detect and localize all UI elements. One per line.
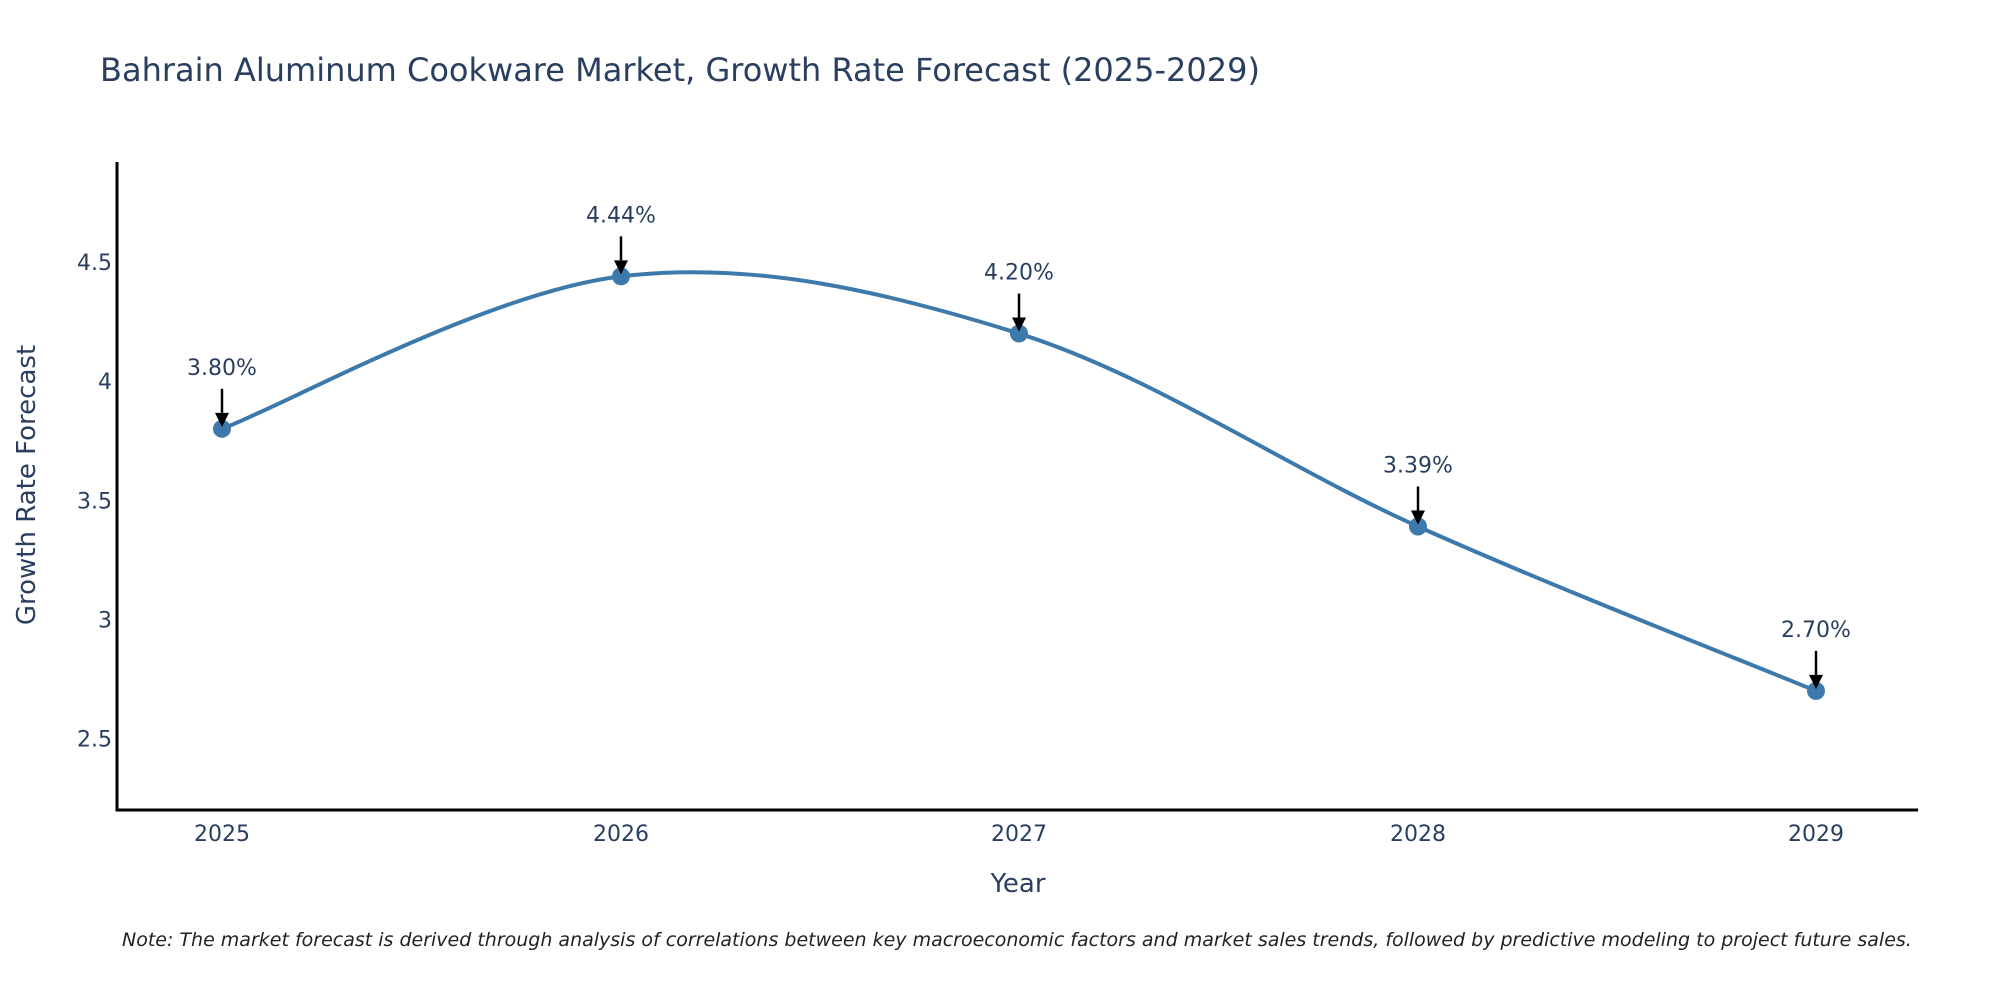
annotation-arrow-head (1012, 317, 1026, 332)
annotation-arrow-head (614, 260, 628, 275)
annotation-2027: 4.20% (984, 261, 1054, 332)
annotation-2025: 3.80% (187, 356, 257, 427)
axes: 2.5 3 3.5 4 4.5 2025 2026 2027 2028 2029 (77, 162, 1918, 847)
y-tick-label: 4.5 (77, 251, 112, 276)
annotation-2026: 4.44% (586, 203, 656, 275)
y-tick-label: 3.5 (77, 489, 112, 514)
annotation-2028: 3.39% (1383, 454, 1453, 525)
data-label: 4.20% (984, 261, 1054, 286)
data-point-2027[interactable] (1010, 324, 1028, 343)
data-label: 3.80% (187, 356, 257, 381)
data-point-2028[interactable] (1409, 517, 1427, 536)
x-tick-label: 2029 (1788, 822, 1844, 847)
annotation-arrow-head (1411, 510, 1425, 525)
chart-title: Bahrain Aluminum Cookware Market, Growth… (100, 51, 1260, 89)
annotation-layer: 3.80% 4.44% 4.20% 3.39% 2.70% (187, 203, 1851, 689)
data-point-2025[interactable] (213, 419, 231, 438)
annotation-2029: 2.70% (1781, 618, 1851, 689)
y-axis-title: Growth Rate Forecast (12, 345, 42, 625)
data-point-2026[interactable] (612, 267, 630, 286)
y-tick-label: 3 (98, 608, 112, 633)
data-label: 2.70% (1781, 618, 1851, 643)
x-axis-title: Year (989, 869, 1045, 899)
annotation-arrow-head (215, 412, 229, 427)
annotation-arrow-head (1809, 674, 1823, 689)
y-tick-label: 4 (98, 370, 112, 395)
x-tick-label: 2026 (593, 822, 649, 847)
data-point-2029[interactable] (1807, 681, 1825, 700)
data-label: 4.44% (586, 203, 656, 228)
x-tick-label: 2027 (991, 822, 1047, 847)
data-label: 3.39% (1383, 454, 1453, 479)
y-tick-label: 2.5 (77, 728, 112, 753)
x-tick-label: 2025 (194, 822, 250, 847)
footnote: Note: The market forecast is derived thr… (122, 929, 1912, 951)
x-tick-label: 2028 (1390, 822, 1446, 847)
series-layer (213, 267, 1825, 700)
